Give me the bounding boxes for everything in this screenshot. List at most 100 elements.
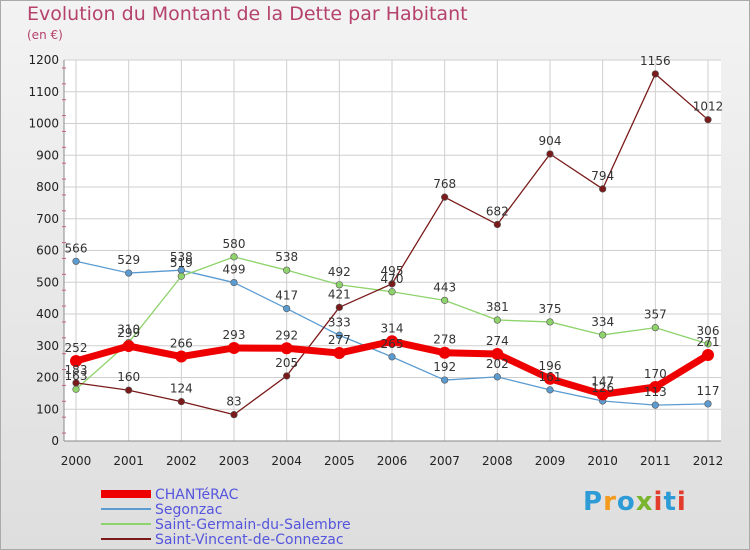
data-label: 566 xyxy=(65,241,88,255)
data-point xyxy=(441,296,449,304)
x-tick-label: 2004 xyxy=(271,454,302,468)
legend-label: Segonzac xyxy=(155,502,222,518)
data-point xyxy=(280,342,293,355)
data-label: 113 xyxy=(644,385,667,399)
data-point xyxy=(493,373,501,381)
data-label: 161 xyxy=(539,370,562,384)
data-label: 117 xyxy=(697,384,720,398)
x-tick-label: 2008 xyxy=(482,454,513,468)
data-point xyxy=(283,266,291,274)
data-label: 292 xyxy=(275,328,298,342)
x-tick-label: 2000 xyxy=(61,454,92,468)
x-tick-label: 2009 xyxy=(535,454,566,468)
data-label: 124 xyxy=(170,382,193,396)
data-label: 202 xyxy=(486,357,509,371)
data-point xyxy=(493,316,501,324)
data-label: 443 xyxy=(433,280,456,294)
proxiti-logo: Proxiti xyxy=(583,487,687,517)
data-label: 147 xyxy=(591,374,614,388)
data-point xyxy=(122,340,135,353)
data-point xyxy=(544,372,556,385)
data-label: 1012 xyxy=(693,100,724,114)
data-label: 126 xyxy=(591,381,614,395)
data-label: 83 xyxy=(226,395,241,409)
data-label: 277 xyxy=(328,333,351,347)
y-tick-label: 400 xyxy=(36,307,59,321)
data-label: 1156 xyxy=(640,54,671,68)
data-point xyxy=(177,398,185,406)
data-label: 357 xyxy=(644,308,667,322)
data-point xyxy=(441,193,449,201)
data-point xyxy=(177,272,185,280)
data-point xyxy=(72,257,80,265)
data-label: 170 xyxy=(644,367,667,381)
legend-label: Saint-Germain-du-Salembre xyxy=(155,517,351,533)
data-label: 192 xyxy=(433,360,456,374)
data-point xyxy=(546,318,554,326)
data-point xyxy=(333,347,346,360)
data-label: 266 xyxy=(170,337,193,351)
data-point xyxy=(651,70,659,78)
data-point xyxy=(72,379,80,387)
data-point xyxy=(175,350,188,363)
data-label: 183 xyxy=(65,363,88,377)
x-tick-label: 2001 xyxy=(113,454,144,468)
data-point xyxy=(546,386,554,394)
data-point xyxy=(651,401,659,409)
data-label: 538 xyxy=(170,250,193,264)
data-label: 519 xyxy=(170,256,193,270)
y-tick-label: 900 xyxy=(36,148,59,162)
data-label: 314 xyxy=(381,321,404,335)
data-label: 904 xyxy=(539,134,562,148)
data-label: 495 xyxy=(381,264,404,278)
legend-label: Saint-Vincent-de-Connezac xyxy=(155,532,344,548)
data-label: 205 xyxy=(275,356,298,370)
data-point xyxy=(493,220,501,229)
y-tick-label: 100 xyxy=(36,402,59,416)
data-label: 310 xyxy=(117,323,140,337)
data-point xyxy=(283,372,291,380)
data-label: 293 xyxy=(223,328,246,342)
x-tick-label: 2010 xyxy=(587,454,618,468)
data-point xyxy=(388,353,396,361)
data-point xyxy=(599,331,607,339)
data-label: 529 xyxy=(117,253,140,267)
data-point xyxy=(596,388,609,401)
y-tick-label: 200 xyxy=(36,371,59,385)
data-label: 278 xyxy=(433,333,456,347)
data-label: 375 xyxy=(539,302,562,316)
data-point xyxy=(438,346,451,359)
x-tick-label: 2012 xyxy=(693,454,724,468)
data-label: 333 xyxy=(328,315,351,329)
data-point xyxy=(228,341,240,354)
data-point xyxy=(599,185,607,193)
data-label: 265 xyxy=(381,337,404,351)
data-point xyxy=(704,340,712,348)
y-tick-label: 0 xyxy=(51,434,59,448)
x-tick-label: 2002 xyxy=(166,454,197,468)
data-point xyxy=(72,385,80,393)
data-point xyxy=(230,253,238,261)
data-point xyxy=(230,278,238,287)
data-point xyxy=(388,288,396,296)
data-point xyxy=(230,411,238,419)
data-label: 274 xyxy=(486,334,509,348)
y-tick-label: 1200 xyxy=(28,53,59,67)
data-label: 299 xyxy=(117,326,140,340)
y-tick-label: 300 xyxy=(36,339,59,353)
x-tick-label: 2003 xyxy=(219,454,250,468)
data-point xyxy=(649,381,662,394)
data-point xyxy=(386,335,398,348)
data-label: 538 xyxy=(275,250,298,264)
y-tick-label: 1000 xyxy=(28,117,59,131)
chart-title: Evolution du Montant de la Dette par Hab… xyxy=(27,3,468,25)
x-tick-label: 2006 xyxy=(377,454,408,468)
data-label: 334 xyxy=(591,315,614,329)
x-tick-label: 2007 xyxy=(429,454,460,468)
data-label: 252 xyxy=(65,341,88,355)
data-label: 381 xyxy=(486,300,509,314)
data-point xyxy=(335,331,343,339)
data-point xyxy=(546,150,554,158)
